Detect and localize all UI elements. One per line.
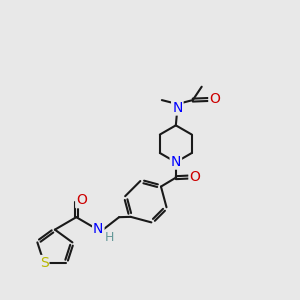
Text: O: O [209, 92, 220, 106]
Text: N: N [172, 100, 182, 115]
Text: H: H [104, 232, 114, 244]
Text: O: O [76, 193, 87, 207]
Text: O: O [189, 170, 200, 184]
Text: N: N [171, 154, 181, 169]
Text: S: S [40, 256, 48, 270]
Text: N: N [93, 222, 104, 236]
